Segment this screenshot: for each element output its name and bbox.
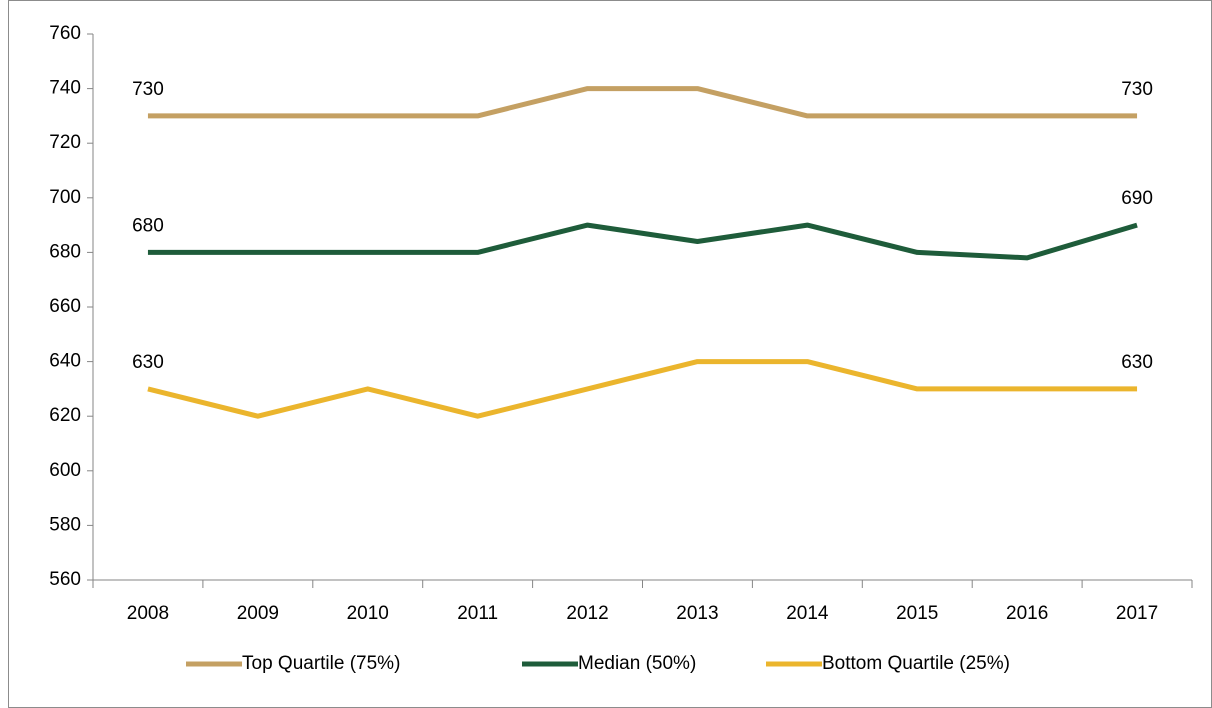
x-tick-label: 2008 <box>127 603 169 624</box>
data-label: 690 <box>1121 188 1153 209</box>
y-tick-label: 760 <box>49 23 81 44</box>
y-tick-label: 740 <box>49 78 81 99</box>
legend-label: Top Quartile (75%) <box>242 653 400 674</box>
chart-frame <box>8 0 1212 708</box>
legend-label: Median (50%) <box>578 653 696 674</box>
x-tick-label: 2010 <box>347 603 389 624</box>
y-tick-label: 640 <box>49 351 81 372</box>
y-tick-label: 600 <box>49 460 81 481</box>
series-line <box>147 222 1138 261</box>
x-tick-label: 2015 <box>896 603 938 624</box>
y-tick-label: 700 <box>49 187 81 208</box>
data-label: 730 <box>132 79 164 100</box>
series-line <box>147 359 1138 419</box>
y-tick-label: 620 <box>49 405 81 426</box>
x-tick-label: 2011 <box>457 603 498 624</box>
x-tick-label: 2017 <box>1116 603 1158 624</box>
data-label: 630 <box>132 352 164 373</box>
x-tick-label: 2013 <box>676 603 718 624</box>
data-label: 630 <box>1121 352 1153 373</box>
y-tick-label: 660 <box>49 296 81 317</box>
data-label: 680 <box>132 215 164 236</box>
y-tick-label: 560 <box>49 569 81 590</box>
y-tick-label: 580 <box>49 514 81 535</box>
data-label: 730 <box>1121 79 1153 100</box>
x-tick-label: 2014 <box>786 603 829 624</box>
y-tick-label: 680 <box>49 241 81 262</box>
legend-label: Bottom Quartile (25%) <box>822 653 1010 674</box>
x-tick-label: 2009 <box>237 603 279 624</box>
y-tick-label: 720 <box>49 132 81 153</box>
x-tick-label: 2012 <box>566 603 608 624</box>
series-line <box>147 86 1138 119</box>
x-tick-label: 2016 <box>1006 603 1048 624</box>
